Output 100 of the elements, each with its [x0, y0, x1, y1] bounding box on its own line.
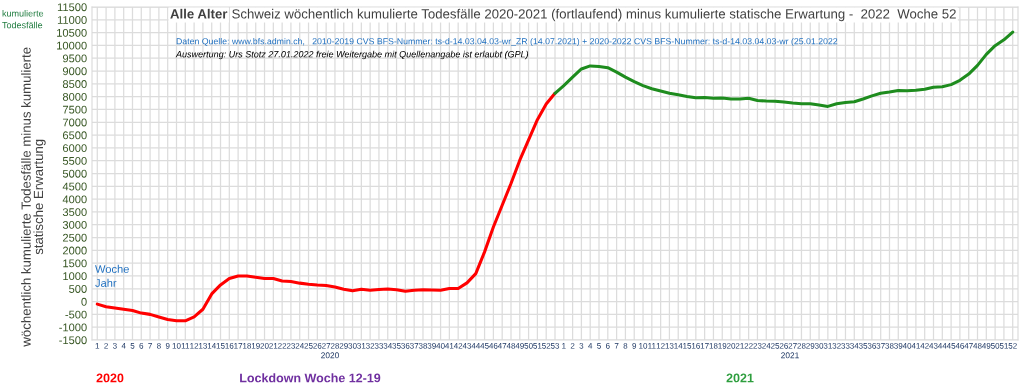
x-tick-label: 45: [480, 343, 489, 349]
x-tick-label: 7: [614, 343, 619, 349]
x-tick-label: 5: [597, 343, 601, 349]
x-tick-label: 49: [515, 342, 524, 349]
x-tick-label: 50: [990, 342, 1000, 349]
x-tick-label: 13: [199, 342, 208, 349]
x-tick-label: 51: [533, 343, 542, 349]
text: 2021: [726, 373, 754, 383]
y-tick-label: 7000: [62, 118, 87, 127]
x-tick-label: 36: [867, 342, 877, 349]
x-tick-label: 14: [207, 343, 216, 349]
x-tick-label: 39: [894, 342, 903, 349]
x-tick-label: 7: [148, 343, 152, 349]
x-tick-label: 40: [436, 342, 445, 349]
x-tick-label: 31: [823, 342, 832, 349]
x-tick-label: 52: [542, 342, 551, 349]
x-tick-label: 11: [181, 343, 190, 349]
y-axis-title: wöchentlich kumulierte Todesfälle minus kumulierte statische Erwartung: [21, 47, 46, 347]
y-tick-label: 4500: [62, 182, 87, 191]
x-tick-label: 34: [850, 342, 859, 349]
x-tick-label: 38: [418, 342, 428, 349]
x-tick-label: 32: [832, 342, 841, 349]
y-tick-label: 500: [69, 285, 87, 293]
x-tick-label: 41: [911, 343, 920, 349]
x-tick-label: 48: [973, 342, 982, 349]
x-tick-label: 3: [112, 342, 117, 349]
x-tick-label: 49: [982, 342, 991, 349]
y-tick-label: 3500: [62, 208, 87, 217]
x-tick-label: 51: [999, 343, 1008, 349]
x-tick-label: 12: [190, 342, 199, 349]
x-tick-label: 23: [286, 342, 296, 349]
x-tick-label: 2: [570, 342, 575, 349]
x-tick-label: 35: [392, 342, 401, 349]
x-tick-label: 48: [506, 342, 516, 349]
annotation: Jahr: [95, 278, 117, 287]
x-tick-label: 18: [243, 342, 252, 349]
x-tick-label: 14: [674, 343, 683, 349]
y-tick-label: 3000: [62, 221, 87, 229]
chart-subtitle: Schweiz wöchentlich kumulierte Todesfälle 2020-2021 (fortlaufend) minus kumulierte statische Erwartung - 2022 Woche 52: [232, 8, 956, 22]
x-tick-label: 29: [806, 342, 815, 349]
x-tick-label: 28: [330, 342, 340, 349]
x-tick-label: 30: [814, 342, 824, 349]
x-tick-label: 4: [121, 343, 126, 349]
text: kumulierte Todesfälle: [2, 9, 44, 29]
x-tick-label: 43: [929, 342, 938, 349]
x-tick-label: 52: [1008, 342, 1017, 349]
annotation: Woche: [95, 264, 129, 273]
x-tick-label: 39: [427, 342, 436, 349]
x-tick-label: 17: [700, 343, 709, 349]
y-tick-label: 11500: [57, 3, 87, 12]
x-tick-label: 47: [497, 343, 507, 349]
y-tick-label: 9500: [62, 54, 87, 63]
y-tick-label: 11000: [57, 16, 87, 24]
y-tick-label: 5000: [62, 169, 87, 178]
x-tick-label: 29: [339, 342, 348, 349]
x-tick-label: 28: [797, 342, 806, 349]
annotation: Auswertung: Urs Stotz 27.01.2022 freie Weitergabe mit Quellenangabe ist erlaubt (GPL): [175, 50, 529, 60]
y-tick-label: -1000: [59, 323, 87, 332]
y-tick-label: 7500: [62, 105, 87, 114]
x-tick-label: 16: [225, 342, 234, 349]
x-tick-label: 26: [779, 342, 788, 349]
x-tick-label: 23: [753, 342, 762, 349]
text: 2020: [96, 373, 124, 383]
x-tick-label: 22: [278, 342, 287, 349]
x-tick-label: 35: [858, 342, 868, 349]
chart-title: Alle Alter: [170, 8, 228, 19]
y-tick-label: 8000: [62, 92, 87, 101]
y-tick-label: 9000: [62, 67, 87, 76]
x-tick-label: 41: [445, 343, 454, 349]
x-tick-label: 44: [471, 343, 481, 349]
y-tick-label: 1500: [63, 259, 87, 268]
x-tick-label: 20: [260, 342, 269, 349]
x-tick-label: 4: [588, 343, 593, 349]
x-tick-label: 33: [374, 342, 384, 349]
x-tick-label: 9: [632, 342, 637, 349]
x-tick-label: 21: [735, 342, 744, 349]
text: Lockdown Woche 12-19: [240, 373, 381, 383]
x-tick-label: 50: [524, 342, 533, 349]
y-tick-label: 4000: [62, 195, 87, 204]
x-tick-label: 40: [902, 342, 912, 349]
x-tick-label: 31: [357, 342, 366, 349]
x-tick-label: 46: [955, 342, 965, 349]
x-tick-label: 6: [605, 342, 610, 349]
x-tick-label: 24: [762, 342, 771, 349]
y-tick-label: 5500: [62, 156, 87, 165]
y-tick-label: 10500: [57, 28, 87, 37]
x-tick-label: 26: [313, 342, 322, 349]
y-tick-label: 8500: [62, 80, 87, 88]
x-tick-label: 47: [964, 343, 973, 349]
x-tick-label: 46: [489, 342, 498, 349]
x-tick-label: 19: [251, 342, 260, 349]
x-tick-label: 42: [453, 342, 463, 349]
x-tick-label: 38: [885, 342, 894, 349]
y-tick-label: 6000: [62, 144, 87, 153]
y-tick-label: 1000: [63, 272, 87, 281]
y-tick-label: -1500: [59, 336, 87, 345]
y-tick-label: 2000: [62, 246, 87, 255]
line-series: [95, 91, 557, 323]
x-tick-label: 19: [718, 342, 727, 349]
text: 2021: [781, 352, 799, 359]
